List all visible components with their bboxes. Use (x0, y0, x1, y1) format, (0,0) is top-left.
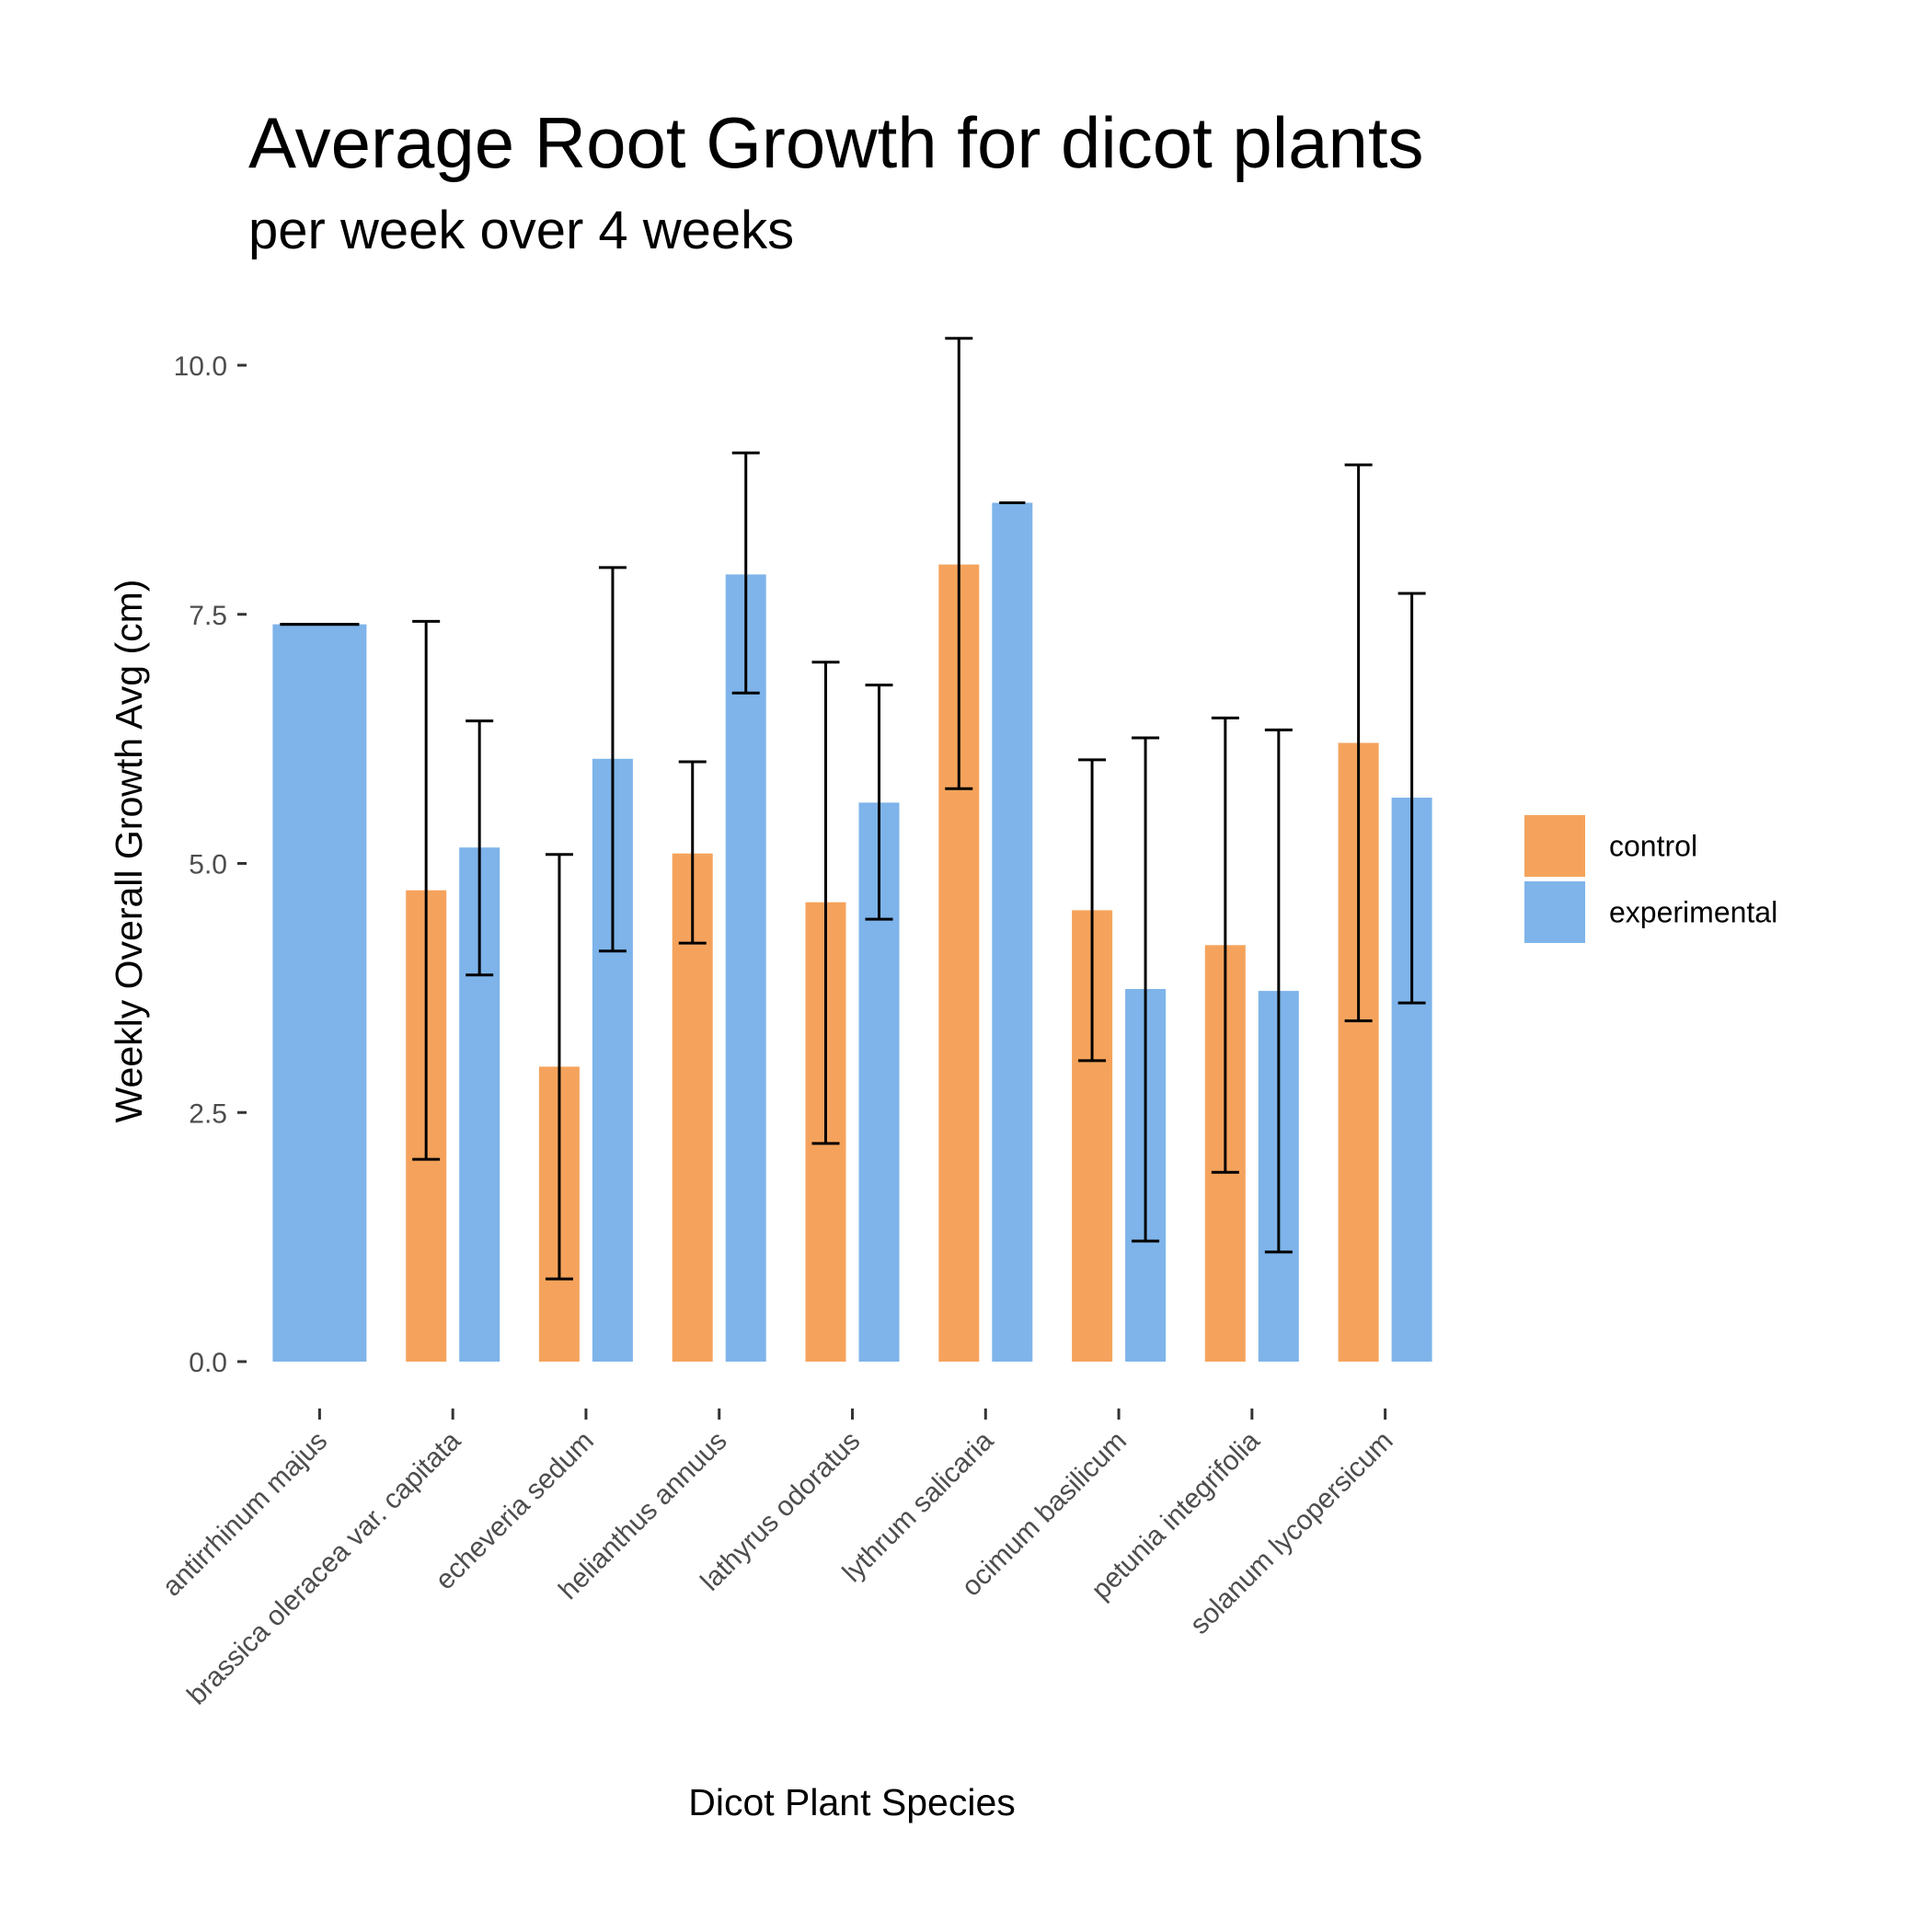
x-axis-title: Dicot Plant Species (688, 1781, 1016, 1823)
legend-label-experimental: experimental (1609, 896, 1777, 929)
bar-experimental-0 (272, 624, 367, 1362)
y-tick-label: 5.0 (189, 850, 227, 880)
y-tick-label: 7.5 (189, 601, 227, 631)
chart-subtitle: per week over 4 weeks (248, 201, 794, 260)
error-bar-control-6 (1078, 758, 1107, 1063)
chart-title: Average Root Growth for dicot plants (248, 102, 1424, 183)
error-bar-control-4 (811, 661, 840, 1145)
bar-experimental-5 (992, 502, 1033, 1362)
error-bar-experimental-7 (1264, 728, 1293, 1254)
legend-label-control: control (1609, 830, 1697, 863)
y-tick-label: 0.0 (189, 1348, 227, 1378)
error-bar-control-5 (945, 337, 973, 790)
error-bar-control-3 (678, 760, 707, 945)
error-bar-experimental-3 (731, 451, 760, 695)
bar-experimental-3 (725, 574, 766, 1362)
legend-swatch-experimental (1524, 881, 1585, 943)
legend-swatch-control (1524, 815, 1585, 877)
plot-area (272, 337, 1432, 1362)
error-bar-control-1 (412, 619, 441, 1161)
error-bar-experimental-1 (466, 719, 494, 977)
x-tick-label: brassica oleracea var. capitata (181, 1425, 466, 1710)
error-bar-experimental-2 (598, 566, 627, 953)
error-bar-experimental-4 (865, 684, 893, 921)
error-bar-control-7 (1211, 716, 1239, 1174)
legend: control experimental (1524, 815, 1777, 943)
y-tick-label: 2.5 (189, 1098, 227, 1129)
error-bar-control-2 (545, 853, 573, 1281)
error-bar-experimental-6 (1132, 736, 1160, 1243)
y-tick-label: 10.0 (174, 351, 227, 382)
error-bar-control-8 (1344, 463, 1373, 1023)
error-bar-experimental-8 (1397, 592, 1426, 1005)
y-axis-title: Weekly Overall Growth Avg (cm) (108, 580, 150, 1123)
